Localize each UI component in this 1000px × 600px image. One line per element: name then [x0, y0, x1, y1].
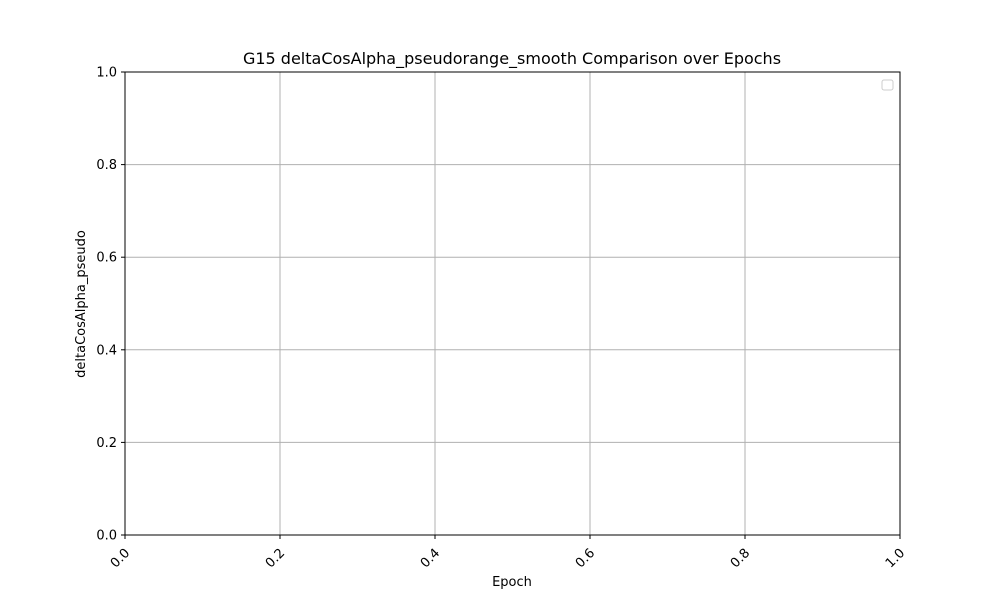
- y-tick-label: 0.4: [96, 343, 117, 358]
- x-tick-label: 0.0: [108, 546, 133, 571]
- x-tick-label: 0.8: [728, 546, 753, 571]
- y-tick-label: 0.2: [96, 436, 117, 451]
- x-axis: 0.0 0.2 0.4 0.6 0.8 1.0: [108, 535, 908, 571]
- y-tick-label: 1.0: [96, 66, 117, 81]
- x-axis-label: Epoch: [492, 575, 532, 590]
- x-tick-label: 0.4: [418, 546, 443, 571]
- y-tick-label: 0.8: [96, 158, 117, 173]
- x-tick-label: 1.0: [883, 546, 908, 571]
- axes-frame: [124, 71, 901, 536]
- y-tick-label: 0.0: [96, 529, 117, 544]
- y-axis-label: deltaCosAlpha_pseudo: [74, 230, 89, 378]
- x-tick-label: 0.2: [263, 546, 288, 571]
- legend: [881, 79, 894, 91]
- x-tick-label: 0.6: [573, 546, 598, 571]
- grid: [124, 71, 901, 536]
- y-tick-label: 0.6: [96, 251, 117, 266]
- y-axis: 0.0 0.2 0.4 0.6 0.8 1.0: [96, 66, 125, 544]
- chart-title: G15 deltaCosAlpha_pseudorange_smooth Com…: [243, 49, 781, 69]
